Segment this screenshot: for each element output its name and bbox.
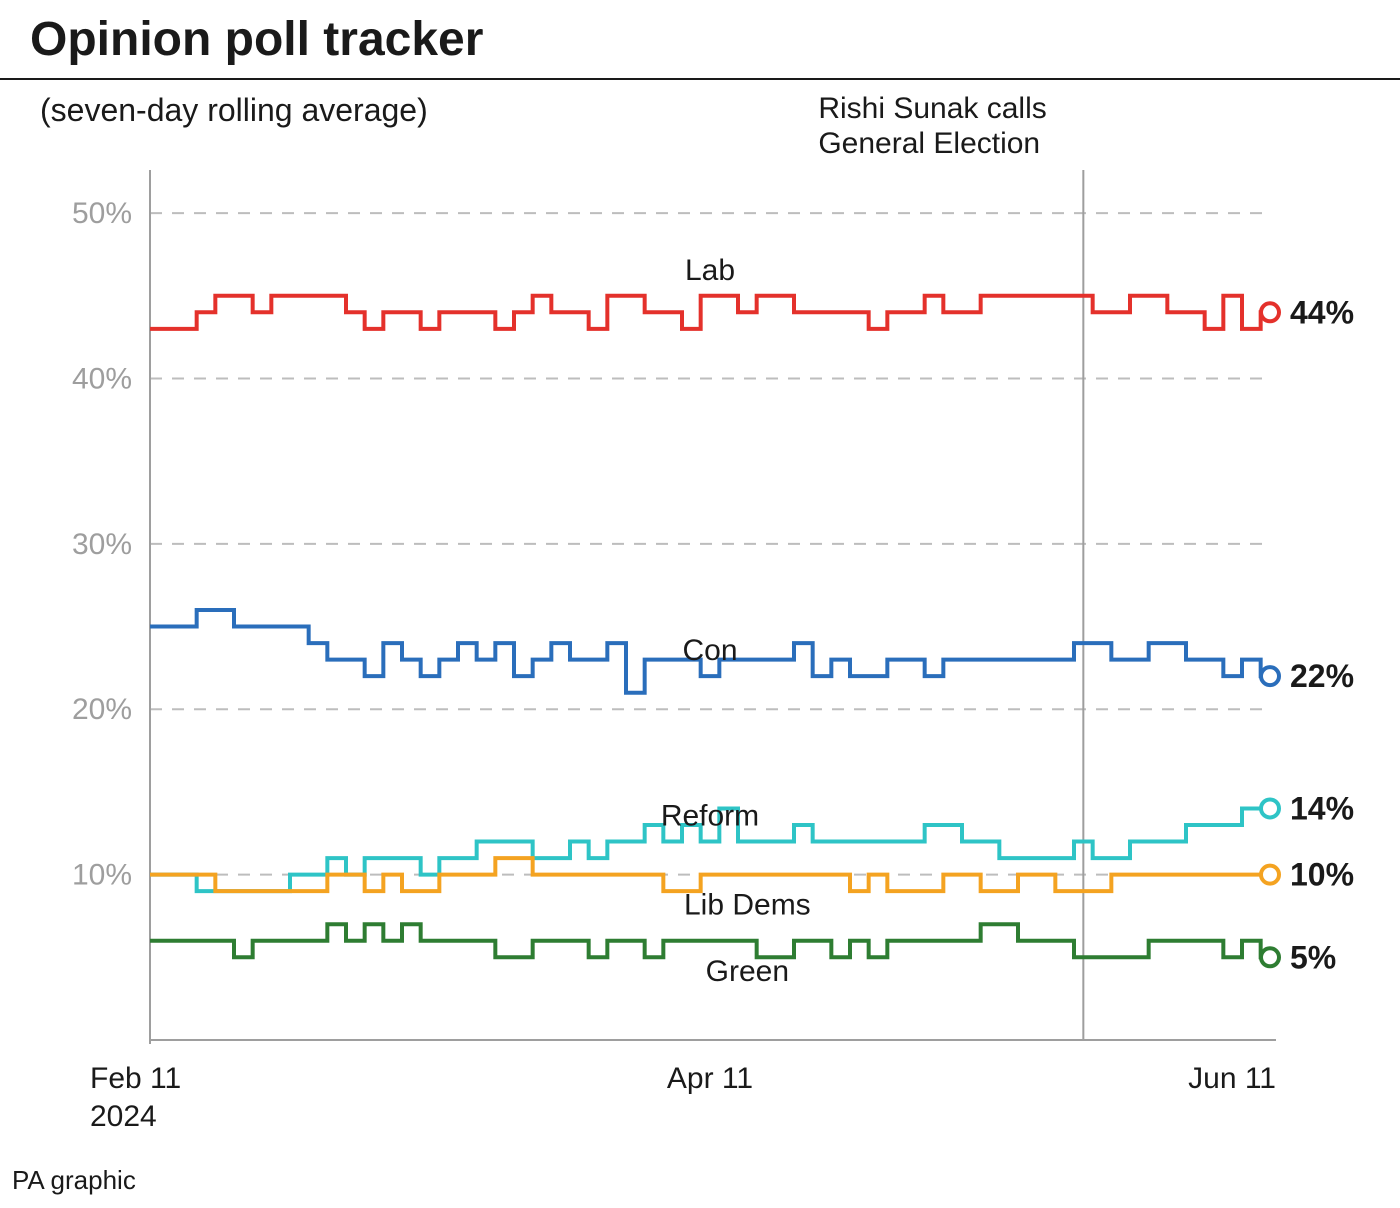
series-label-reform: Reform <box>661 800 759 833</box>
x-axis-label: Feb 11 <box>90 1062 181 1095</box>
series-final-label-reform: 14% <box>1290 790 1354 826</box>
series-final-label-lib-dems: 10% <box>1290 857 1354 893</box>
y-axis-label: 10% <box>72 859 132 892</box>
series-end-marker-green <box>1261 948 1279 966</box>
series-label-lib-dems: Lib Dems <box>684 889 811 922</box>
series-final-label-con: 22% <box>1290 658 1354 694</box>
series-end-marker-lib-dems <box>1261 866 1279 884</box>
poll-tracker-chart: 10% 20% 30% 40% 50% Feb 11 2024 Apr 11 Jun 11 Lab… <box>0 0 1400 1208</box>
y-axis-label: 30% <box>72 528 132 561</box>
series-final-label-green: 5% <box>1290 939 1336 975</box>
series-end-marker-con <box>1261 667 1279 685</box>
x-axis-label-sub: 2024 <box>90 1100 157 1133</box>
series-line-lab <box>150 296 1270 329</box>
series-label-con: Con <box>682 634 737 667</box>
series-line-green <box>150 924 1270 957</box>
y-axis-label: 20% <box>72 693 132 726</box>
y-axis-label: 40% <box>72 362 132 395</box>
source-credit: PA graphic <box>12 1165 136 1196</box>
x-axis-label: Apr 11 <box>667 1062 753 1095</box>
series-label-lab: Lab <box>685 254 735 287</box>
series-end-marker-reform <box>1261 799 1279 817</box>
series-final-label-lab: 44% <box>1290 294 1354 330</box>
series-label-green: Green <box>706 955 789 988</box>
x-axis-label: Jun 11 <box>1188 1062 1276 1095</box>
series-end-marker-lab <box>1261 303 1279 321</box>
y-axis-label: 50% <box>72 197 132 230</box>
